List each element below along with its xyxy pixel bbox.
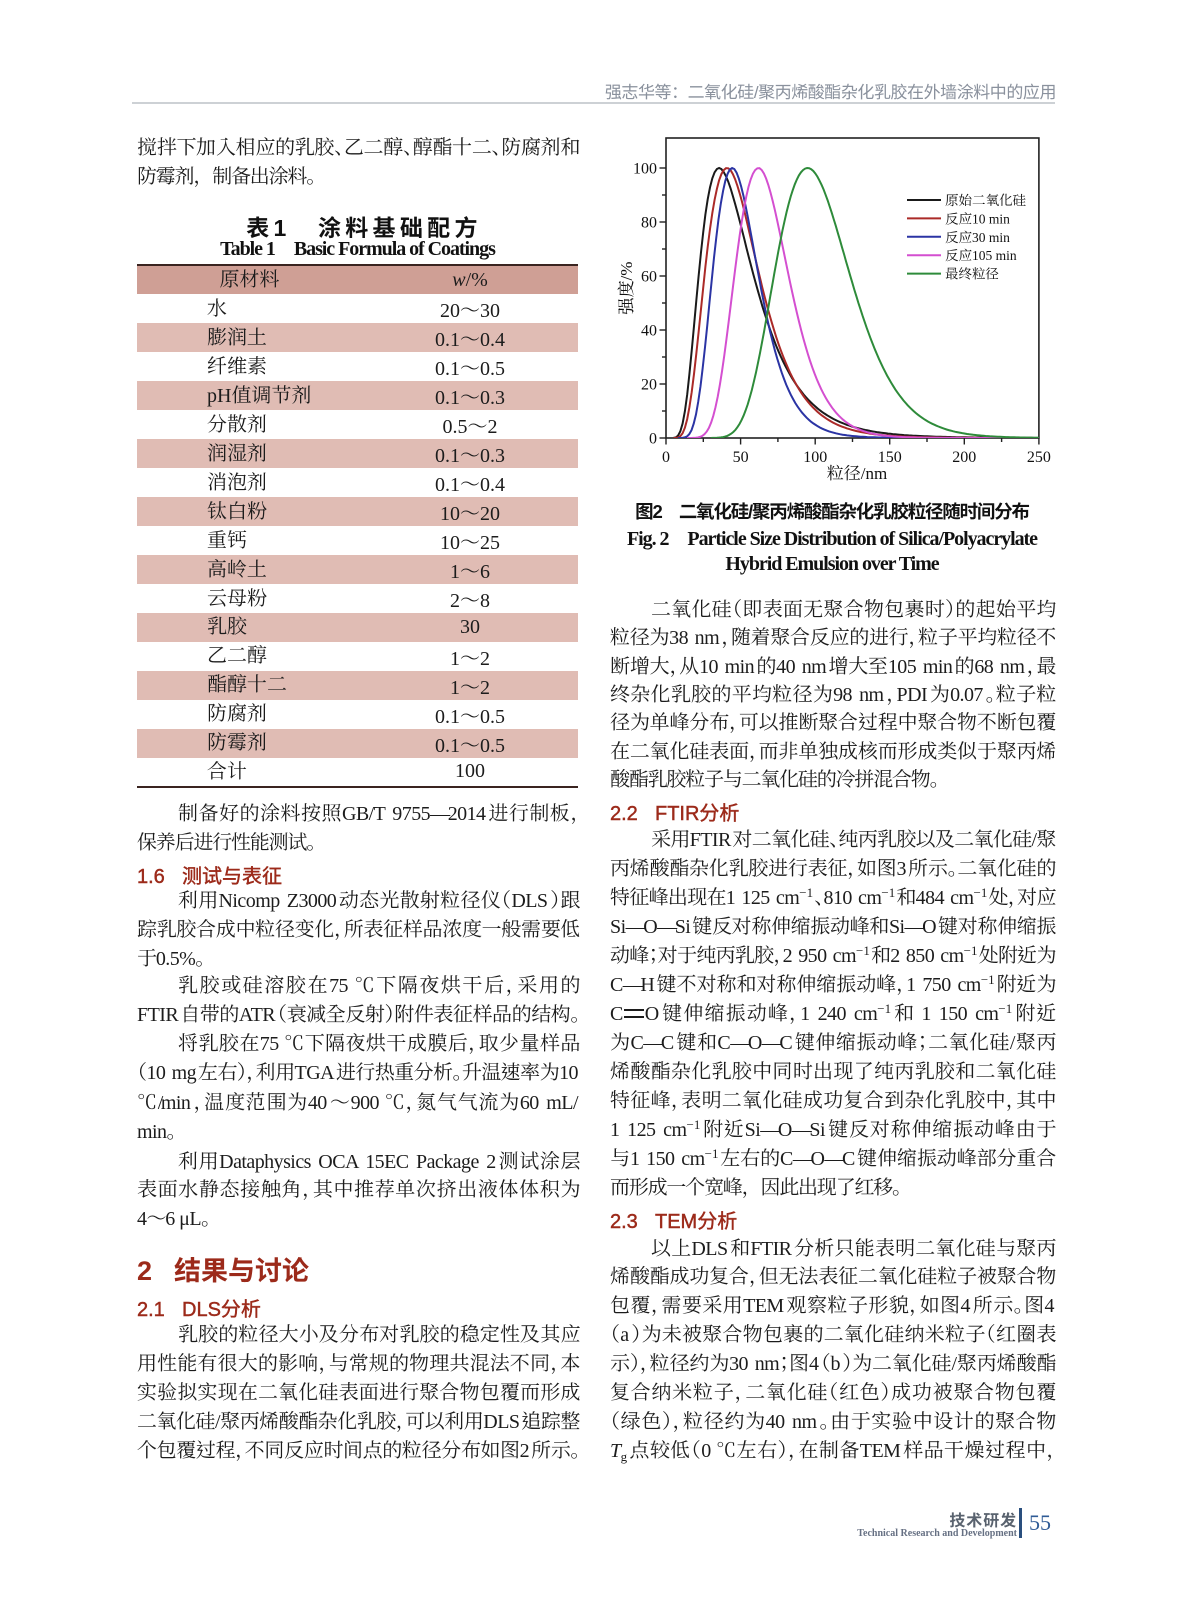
svg-text:200: 200 — [952, 449, 976, 466]
svg-text:40: 40 — [641, 323, 657, 340]
svg-text:最终粒径: 最终粒径 — [945, 267, 999, 282]
svg-text:反应105 min: 反应105 min — [945, 248, 1017, 263]
svg-text:50: 50 — [733, 449, 749, 466]
svg-text:250: 250 — [1027, 449, 1051, 466]
svg-text:粒径/nm: 粒径/nm — [827, 464, 887, 483]
svg-text:反应10 min: 反应10 min — [945, 211, 1010, 226]
svg-text:0: 0 — [649, 431, 657, 448]
svg-text:反应30 min: 反应30 min — [945, 230, 1010, 245]
svg-text:100: 100 — [803, 449, 827, 466]
svg-text:100: 100 — [633, 161, 657, 178]
svg-text:原始二氧化硅: 原始二氧化硅 — [945, 193, 1026, 208]
svg-text:60: 60 — [641, 269, 657, 286]
svg-text:强度/%: 强度/% — [617, 262, 636, 316]
svg-text:150: 150 — [878, 449, 902, 466]
svg-text:80: 80 — [641, 215, 657, 232]
svg-text:20: 20 — [641, 377, 657, 394]
svg-text:0: 0 — [662, 449, 670, 466]
